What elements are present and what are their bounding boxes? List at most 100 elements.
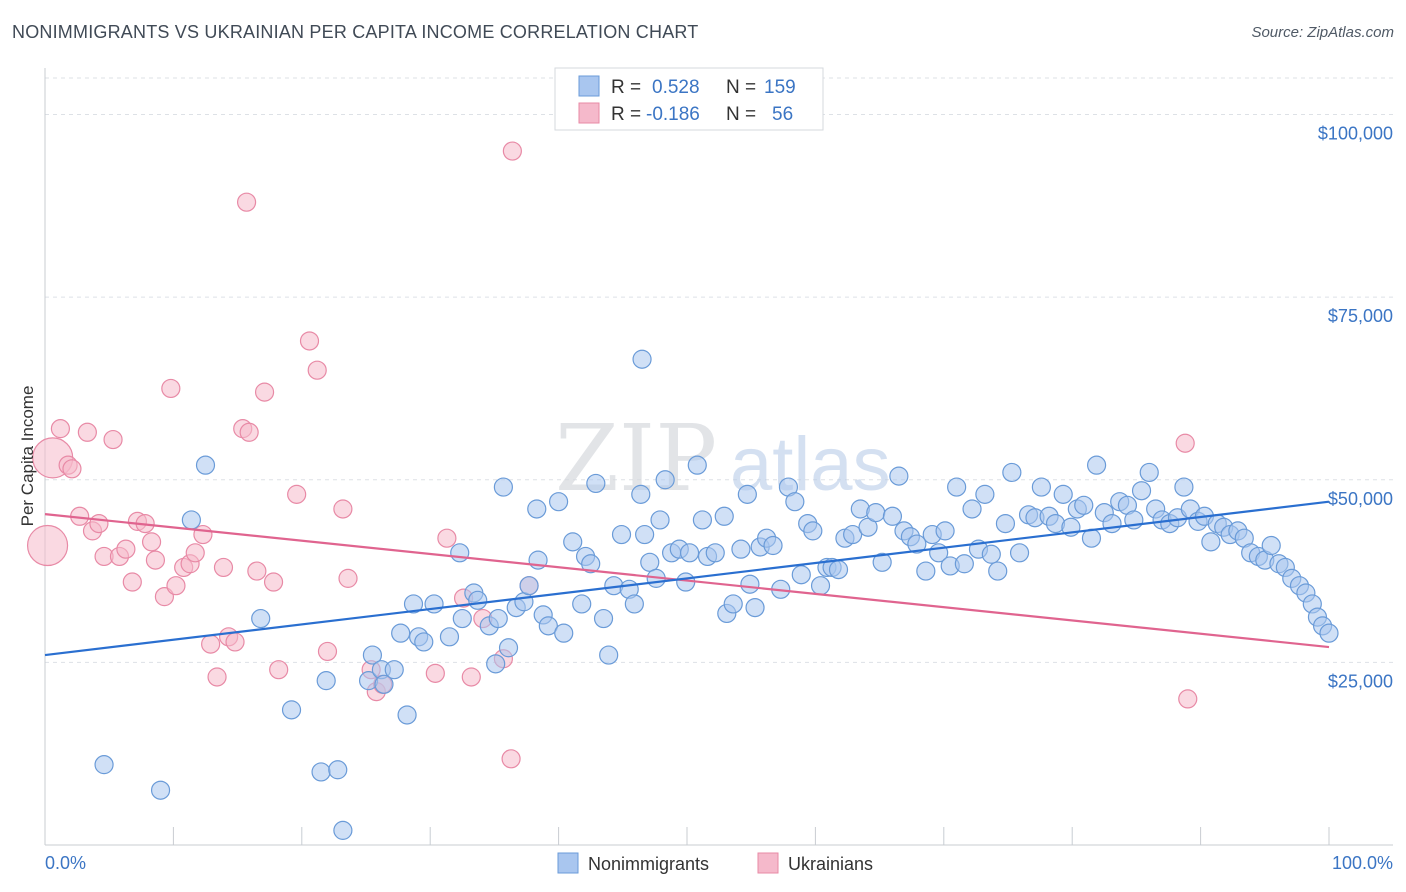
nonimmigrants-point [714,506,734,526]
nonimmigrants-point [947,477,967,497]
ukrainians-point [185,543,205,563]
ukrainians-point [50,419,71,439]
nonimmigrants-point [362,645,383,665]
nonimmigrants-point [548,492,569,512]
nonimmigrants-point [981,544,1001,564]
nonimmigrants-point [572,594,592,614]
nonimmigrants-point [916,561,936,581]
nonimmigrants-point [975,484,995,504]
nonimmigrants-point [311,762,331,782]
nonimmigrants-point [705,543,725,563]
ukrainians-point [299,331,320,351]
ukrainians-trend-line [44,513,1330,649]
ukrainians-point [263,572,284,592]
nonimmigrants-point [635,524,655,545]
nonimmigrants-trend-line [44,500,1330,657]
nonimmigrants-point [316,671,336,691]
nonimmigrants-point [439,627,460,647]
nonimmigrants-point [791,565,811,585]
x-tick-label-max: 100.0% [1332,853,1393,873]
ukrainians-point [77,422,97,442]
y-tick-label: $25,000 [1328,671,1393,691]
x-tick-label-min: 0.0% [45,853,86,873]
nonimmigrants-point [468,590,488,610]
nonimmigrants-point [692,510,713,530]
axes [44,68,1393,846]
ukrainians-point [437,528,457,548]
nonimmigrants-point [1031,477,1051,497]
y-tick-label: $75,000 [1328,306,1393,326]
nonimmigrants-point [1074,495,1094,515]
nonimmigrants-point [384,660,404,680]
legend-n-value-1: 159 [764,77,796,98]
ukrainians-point [193,524,213,545]
nonimmigrants-point [889,466,909,486]
legend-n-label-2: N = [726,104,756,125]
legend-n-value-2: 56 [772,104,793,125]
nonimmigrants-point [374,674,394,694]
ukrainians-point [213,557,234,578]
ukrainians-point [317,641,338,662]
ukrainians-point [207,667,227,687]
nonimmigrants-point [554,623,574,643]
nonimmigrants-point [391,623,411,643]
legend-r-value-2: -0.186 [646,104,700,125]
ukrainians-point [307,360,327,380]
nonimmigrants-point [581,554,601,574]
ukrainians-point [26,524,69,567]
nonimmigrants-point [810,576,831,596]
ukrainians-point [502,141,522,161]
ukrainians-point [501,749,521,769]
nonimmigrants-point [650,510,670,530]
ukrainians-point [166,576,186,596]
ukrainians-point [145,550,166,570]
series-label-nonimmigrants: Nonimmigrants [588,854,709,874]
ukrainians-point [141,532,162,552]
nonimmigrants-point [1086,455,1107,475]
nonimmigrants-point [731,539,751,559]
ukrainians-point [239,422,259,442]
nonimmigrants-point [1131,481,1152,501]
nonimmigrants-point [737,484,757,504]
y-tick-labels: $25,000 $50,000 $75,000 $100,000 [1318,124,1393,692]
legend-swatch-pink [578,102,600,124]
nonimmigrants-point [843,524,863,545]
nonimmigrants-point [624,594,644,614]
nonimmigrants-point [640,552,660,572]
ukrainians-point [425,663,445,683]
nonimmigrants-point [1053,484,1073,504]
nonimmigrants-point [785,492,805,512]
nonimmigrants-point [328,760,348,780]
nonimmigrants-point [488,608,508,629]
nonimmigrants-point [740,574,760,594]
legend-frame [554,67,824,131]
nonimmigrants-point [1174,477,1194,497]
nonimmigrants-point [1319,623,1339,643]
nonimmigrants-point [452,608,472,629]
nonimmigrants-point [954,554,974,574]
ukrainians-point [1178,689,1198,709]
nonimmigrants-point [251,608,271,629]
nonimmigrants-point [599,645,619,665]
nonimmigrants-point [679,543,700,563]
nonimmigrants-point [995,513,1016,534]
ukrainians-point [1175,433,1195,453]
trend-lines [44,500,1330,657]
nonimmigrants-point [907,534,927,554]
nonimmigrants-point [403,594,424,614]
nonimmigrants-point [450,543,470,563]
legend-r-label-1: R = [611,77,641,98]
y-tick-label: $50,000 [1328,489,1393,509]
nonimmigrants-point [414,632,434,652]
ukrainians-point [89,513,109,534]
chart-title: NONIMMIGRANTS VS UKRAINIAN PER CAPITA IN… [12,22,699,42]
nonimmigrants-point [1139,462,1159,483]
ukrainians-point [161,378,181,399]
series-legend: Nonimmigrants Ukrainians [557,852,873,874]
nonimmigrants-point [519,576,539,596]
nonimmigrants-point [94,755,114,775]
ukrainians-point [236,192,257,212]
nonimmigrants-point [655,470,675,490]
legend-n-label-1: N = [726,77,756,98]
